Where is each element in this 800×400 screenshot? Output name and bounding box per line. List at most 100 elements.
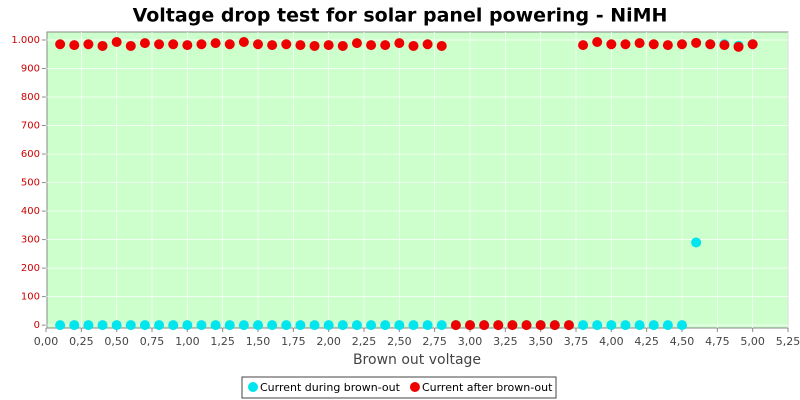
legend (241, 376, 557, 399)
data-point (238, 36, 249, 47)
data-point (139, 320, 150, 331)
data-point (125, 40, 136, 51)
data-point (620, 320, 631, 331)
x-tick-label: 1,50 (246, 335, 271, 348)
x-tick-label: 4,50 (670, 335, 695, 348)
data-point (55, 320, 66, 331)
y-tick-label: 700 (21, 121, 40, 132)
legend-swatch (248, 382, 258, 392)
x-tick-label: 0,00 (34, 335, 59, 348)
data-point (394, 38, 405, 49)
x-tick-label: 0,50 (104, 335, 129, 348)
data-point (111, 36, 122, 47)
data-point (97, 320, 108, 331)
data-point (436, 40, 447, 51)
y-tick-label: 600 (21, 149, 40, 160)
data-point (606, 39, 617, 50)
y-tick-label: 400 (21, 206, 40, 217)
data-point (563, 320, 574, 331)
data-point (139, 38, 150, 49)
data-point (408, 320, 419, 331)
data-point (719, 40, 730, 51)
data-point (168, 320, 179, 331)
data-point (69, 320, 80, 331)
data-point (337, 40, 348, 51)
y-tick-label: 0 (34, 320, 40, 331)
data-point (507, 320, 518, 331)
legend-label: Current after brown-out (422, 381, 553, 394)
data-point (677, 320, 687, 331)
x-tick-label: 4,75 (705, 335, 730, 348)
x-tick-label: 3,25 (493, 335, 518, 348)
data-point (521, 320, 532, 331)
data-point (295, 320, 306, 331)
x-tick-label: 1,75 (281, 335, 306, 348)
data-point (182, 320, 193, 331)
data-point (196, 320, 207, 331)
x-tick-label: 3,75 (564, 335, 589, 348)
data-point (691, 237, 702, 248)
data-point (154, 320, 165, 331)
data-point (351, 38, 362, 49)
data-point (253, 320, 263, 331)
data-point (535, 320, 546, 331)
data-point (578, 320, 589, 331)
x-tick-label: 5,25 (776, 335, 800, 348)
data-point (747, 39, 758, 50)
data-point (295, 40, 306, 51)
data-point (111, 320, 122, 331)
x-tick-label: 5,00 (740, 335, 765, 348)
data-point (83, 320, 94, 331)
legend-label: Current during brown-out (260, 381, 401, 394)
data-point (422, 320, 433, 331)
data-point (267, 40, 278, 51)
data-point (648, 320, 659, 331)
data-point (196, 39, 207, 50)
data-point (83, 39, 94, 50)
x-tick-label: 1,25 (210, 335, 235, 348)
x-tick-label: 4,00 (599, 335, 624, 348)
y-tick-label: 800 (21, 92, 40, 103)
data-point (380, 320, 391, 331)
data-point (224, 39, 235, 50)
data-point (465, 320, 475, 331)
legend-swatch (409, 382, 420, 392)
y-tick-label: 300 (21, 235, 40, 246)
data-point (691, 37, 702, 48)
x-tick-label: 3,50 (528, 335, 553, 348)
data-point (366, 320, 377, 331)
x-tick-label: 0,25 (69, 335, 94, 348)
data-point (549, 320, 560, 331)
data-point (578, 40, 589, 51)
data-point (267, 320, 278, 331)
data-point (450, 320, 461, 331)
data-point (69, 40, 80, 51)
data-point (662, 320, 673, 331)
data-point (55, 39, 66, 50)
x-tick-label: 2,25 (352, 335, 377, 348)
data-point (323, 320, 334, 331)
data-point (436, 320, 447, 331)
data-point (351, 320, 362, 331)
data-point (606, 320, 617, 331)
data-point (634, 38, 645, 49)
data-point (705, 39, 716, 50)
data-point (238, 320, 249, 331)
x-tick-label: 3,00 (458, 335, 483, 348)
y-tick-label: 200 (21, 263, 40, 274)
data-point (677, 39, 687, 50)
data-point (210, 38, 221, 49)
data-point (394, 320, 405, 331)
chart-title: Voltage drop test for solar panel poweri… (133, 5, 668, 27)
data-point (182, 40, 193, 51)
x-tick-label: 2,75 (422, 335, 447, 348)
data-point (323, 40, 334, 51)
data-point (281, 320, 292, 331)
x-tick-label: 0,75 (140, 335, 165, 348)
x-tick-label: 2,00 (316, 335, 341, 348)
data-point (479, 320, 490, 331)
data-point (281, 39, 292, 50)
data-point (592, 320, 603, 331)
y-tick-label: 1.000 (11, 35, 40, 46)
data-point (733, 41, 744, 52)
